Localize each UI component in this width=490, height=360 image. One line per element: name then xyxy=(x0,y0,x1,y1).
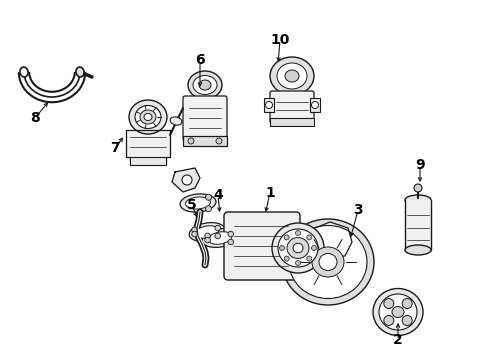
Bar xyxy=(405,200,431,250)
Circle shape xyxy=(215,233,221,239)
Text: 2: 2 xyxy=(393,333,403,347)
Circle shape xyxy=(295,261,300,266)
Ellipse shape xyxy=(129,100,167,134)
Ellipse shape xyxy=(289,225,367,298)
Circle shape xyxy=(284,235,289,240)
FancyBboxPatch shape xyxy=(270,91,314,123)
Ellipse shape xyxy=(135,105,161,129)
Ellipse shape xyxy=(193,76,217,94)
Ellipse shape xyxy=(319,253,337,270)
Circle shape xyxy=(192,231,197,237)
Circle shape xyxy=(266,102,272,108)
Ellipse shape xyxy=(282,219,374,305)
Text: 7: 7 xyxy=(110,141,120,155)
Circle shape xyxy=(312,246,317,251)
Circle shape xyxy=(414,184,422,192)
Circle shape xyxy=(284,256,289,261)
Circle shape xyxy=(228,231,234,237)
Ellipse shape xyxy=(140,110,156,124)
Text: 5: 5 xyxy=(187,198,197,212)
Ellipse shape xyxy=(170,117,182,125)
Circle shape xyxy=(192,227,197,233)
Ellipse shape xyxy=(312,247,344,277)
Circle shape xyxy=(188,138,194,144)
Ellipse shape xyxy=(287,238,309,258)
Circle shape xyxy=(182,175,192,185)
Text: 4: 4 xyxy=(213,188,223,202)
Ellipse shape xyxy=(285,70,299,82)
Circle shape xyxy=(384,298,394,309)
Ellipse shape xyxy=(144,113,152,121)
Circle shape xyxy=(215,225,221,231)
Text: 6: 6 xyxy=(195,53,205,67)
Ellipse shape xyxy=(373,288,423,336)
Ellipse shape xyxy=(392,306,404,318)
Circle shape xyxy=(312,102,318,108)
Circle shape xyxy=(205,206,212,212)
Ellipse shape xyxy=(20,67,28,77)
Ellipse shape xyxy=(208,232,232,244)
Circle shape xyxy=(205,194,212,200)
Ellipse shape xyxy=(195,226,219,238)
Circle shape xyxy=(402,315,412,325)
Circle shape xyxy=(307,235,312,240)
Ellipse shape xyxy=(186,197,211,209)
Circle shape xyxy=(384,315,394,325)
Circle shape xyxy=(295,230,300,235)
Ellipse shape xyxy=(277,63,307,89)
Circle shape xyxy=(205,237,210,243)
Text: 10: 10 xyxy=(270,33,290,47)
Text: 1: 1 xyxy=(265,186,275,200)
Ellipse shape xyxy=(293,243,303,253)
Text: 3: 3 xyxy=(353,203,363,217)
Ellipse shape xyxy=(76,67,84,77)
Ellipse shape xyxy=(272,223,324,273)
Ellipse shape xyxy=(189,222,225,242)
Ellipse shape xyxy=(199,80,211,90)
Ellipse shape xyxy=(188,71,222,99)
Ellipse shape xyxy=(405,195,431,205)
Ellipse shape xyxy=(379,294,417,330)
Ellipse shape xyxy=(202,229,238,247)
Bar xyxy=(270,118,314,126)
Circle shape xyxy=(205,233,210,239)
Polygon shape xyxy=(126,130,170,163)
Circle shape xyxy=(402,298,412,309)
Circle shape xyxy=(307,256,312,261)
Ellipse shape xyxy=(180,194,216,212)
Ellipse shape xyxy=(270,57,314,95)
Circle shape xyxy=(279,246,285,251)
Bar xyxy=(183,136,227,146)
Polygon shape xyxy=(172,168,200,192)
Text: 9: 9 xyxy=(415,158,425,172)
Circle shape xyxy=(216,138,222,144)
Ellipse shape xyxy=(278,229,318,267)
Bar xyxy=(130,157,166,165)
Bar xyxy=(264,98,274,112)
Polygon shape xyxy=(308,222,352,258)
Text: 8: 8 xyxy=(30,111,40,125)
Circle shape xyxy=(228,239,234,245)
Ellipse shape xyxy=(405,245,431,255)
FancyBboxPatch shape xyxy=(183,96,227,140)
FancyBboxPatch shape xyxy=(224,212,300,280)
Bar xyxy=(310,98,320,112)
